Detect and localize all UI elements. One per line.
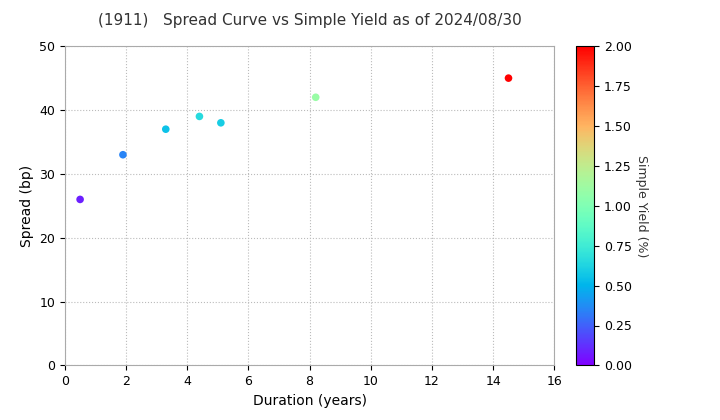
Y-axis label: Simple Yield (%): Simple Yield (%) — [635, 155, 649, 257]
X-axis label: Duration (years): Duration (years) — [253, 394, 366, 408]
Point — [194, 113, 205, 120]
Point — [160, 126, 171, 133]
Point — [310, 94, 321, 101]
Point — [117, 151, 129, 158]
Point — [215, 119, 227, 126]
Point — [74, 196, 86, 203]
Text: (1911)   Spread Curve vs Simple Yield as of 2024/08/30: (1911) Spread Curve vs Simple Yield as o… — [98, 13, 521, 28]
Point — [503, 75, 514, 81]
Y-axis label: Spread (bp): Spread (bp) — [19, 165, 34, 247]
